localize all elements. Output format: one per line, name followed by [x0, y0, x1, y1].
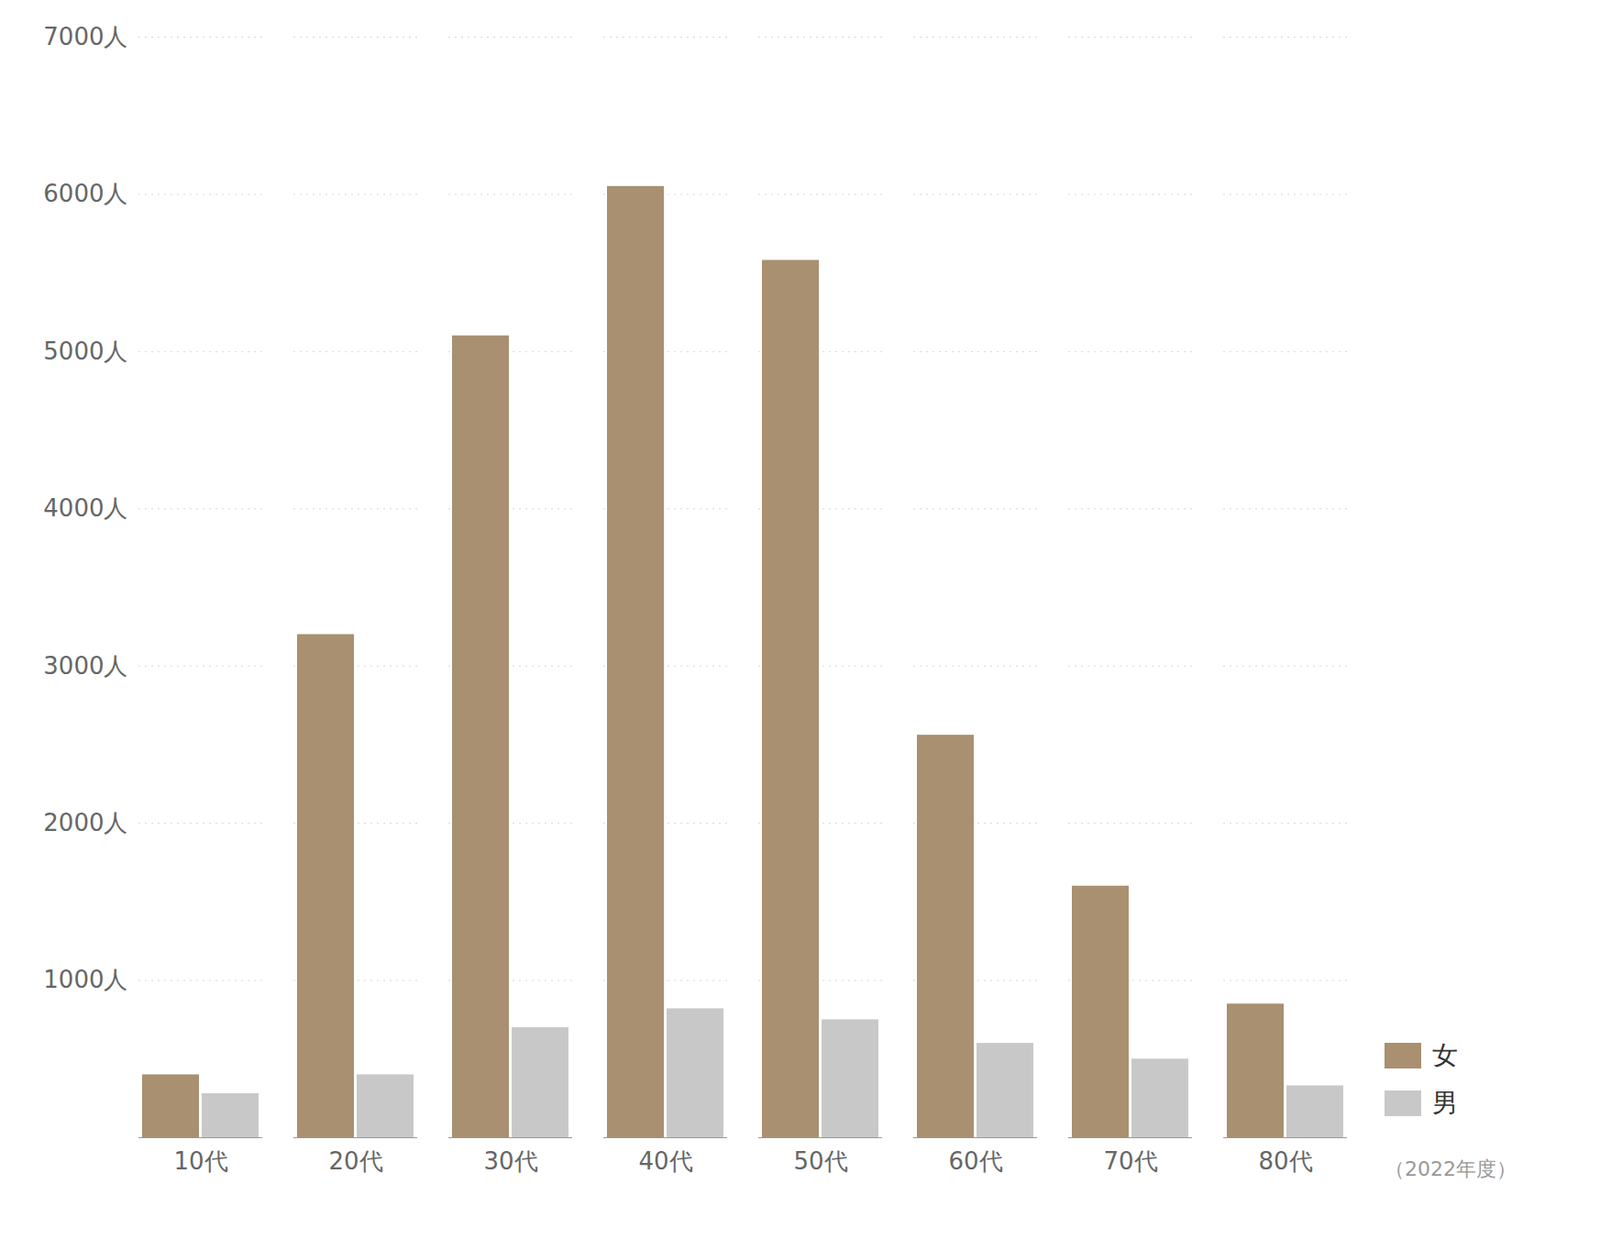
svg-text:80代: 80代 — [1257, 1147, 1313, 1175]
svg-text:70代: 70代 — [1103, 1147, 1158, 1175]
svg-text:4000人: 4000人 — [43, 494, 128, 522]
html-text:男: 男 — [1432, 1087, 1458, 1118]
svg-text:7000人: 7000人 — [43, 22, 128, 51]
svg-text:2000人: 2000人 — [43, 808, 128, 837]
html-text:（2022年度）: （2022年度） — [1384, 1157, 1517, 1181]
svg-text:10代: 10代 — [173, 1147, 228, 1175]
svg-text:1000人: 1000人 — [43, 965, 128, 994]
html-text:女: 女 — [1432, 1039, 1458, 1071]
svg-text:6000人: 6000人 — [43, 179, 128, 208]
svg-text:20代: 20代 — [328, 1147, 383, 1175]
svg-text:60代: 60代 — [948, 1147, 1003, 1175]
svg-text:5000人: 5000人 — [43, 337, 128, 365]
svg-text:30代: 30代 — [483, 1147, 538, 1175]
svg-text:50代: 50代 — [793, 1147, 848, 1175]
svg-text:3000人: 3000人 — [43, 651, 128, 680]
svg-text:40代: 40代 — [638, 1147, 693, 1175]
